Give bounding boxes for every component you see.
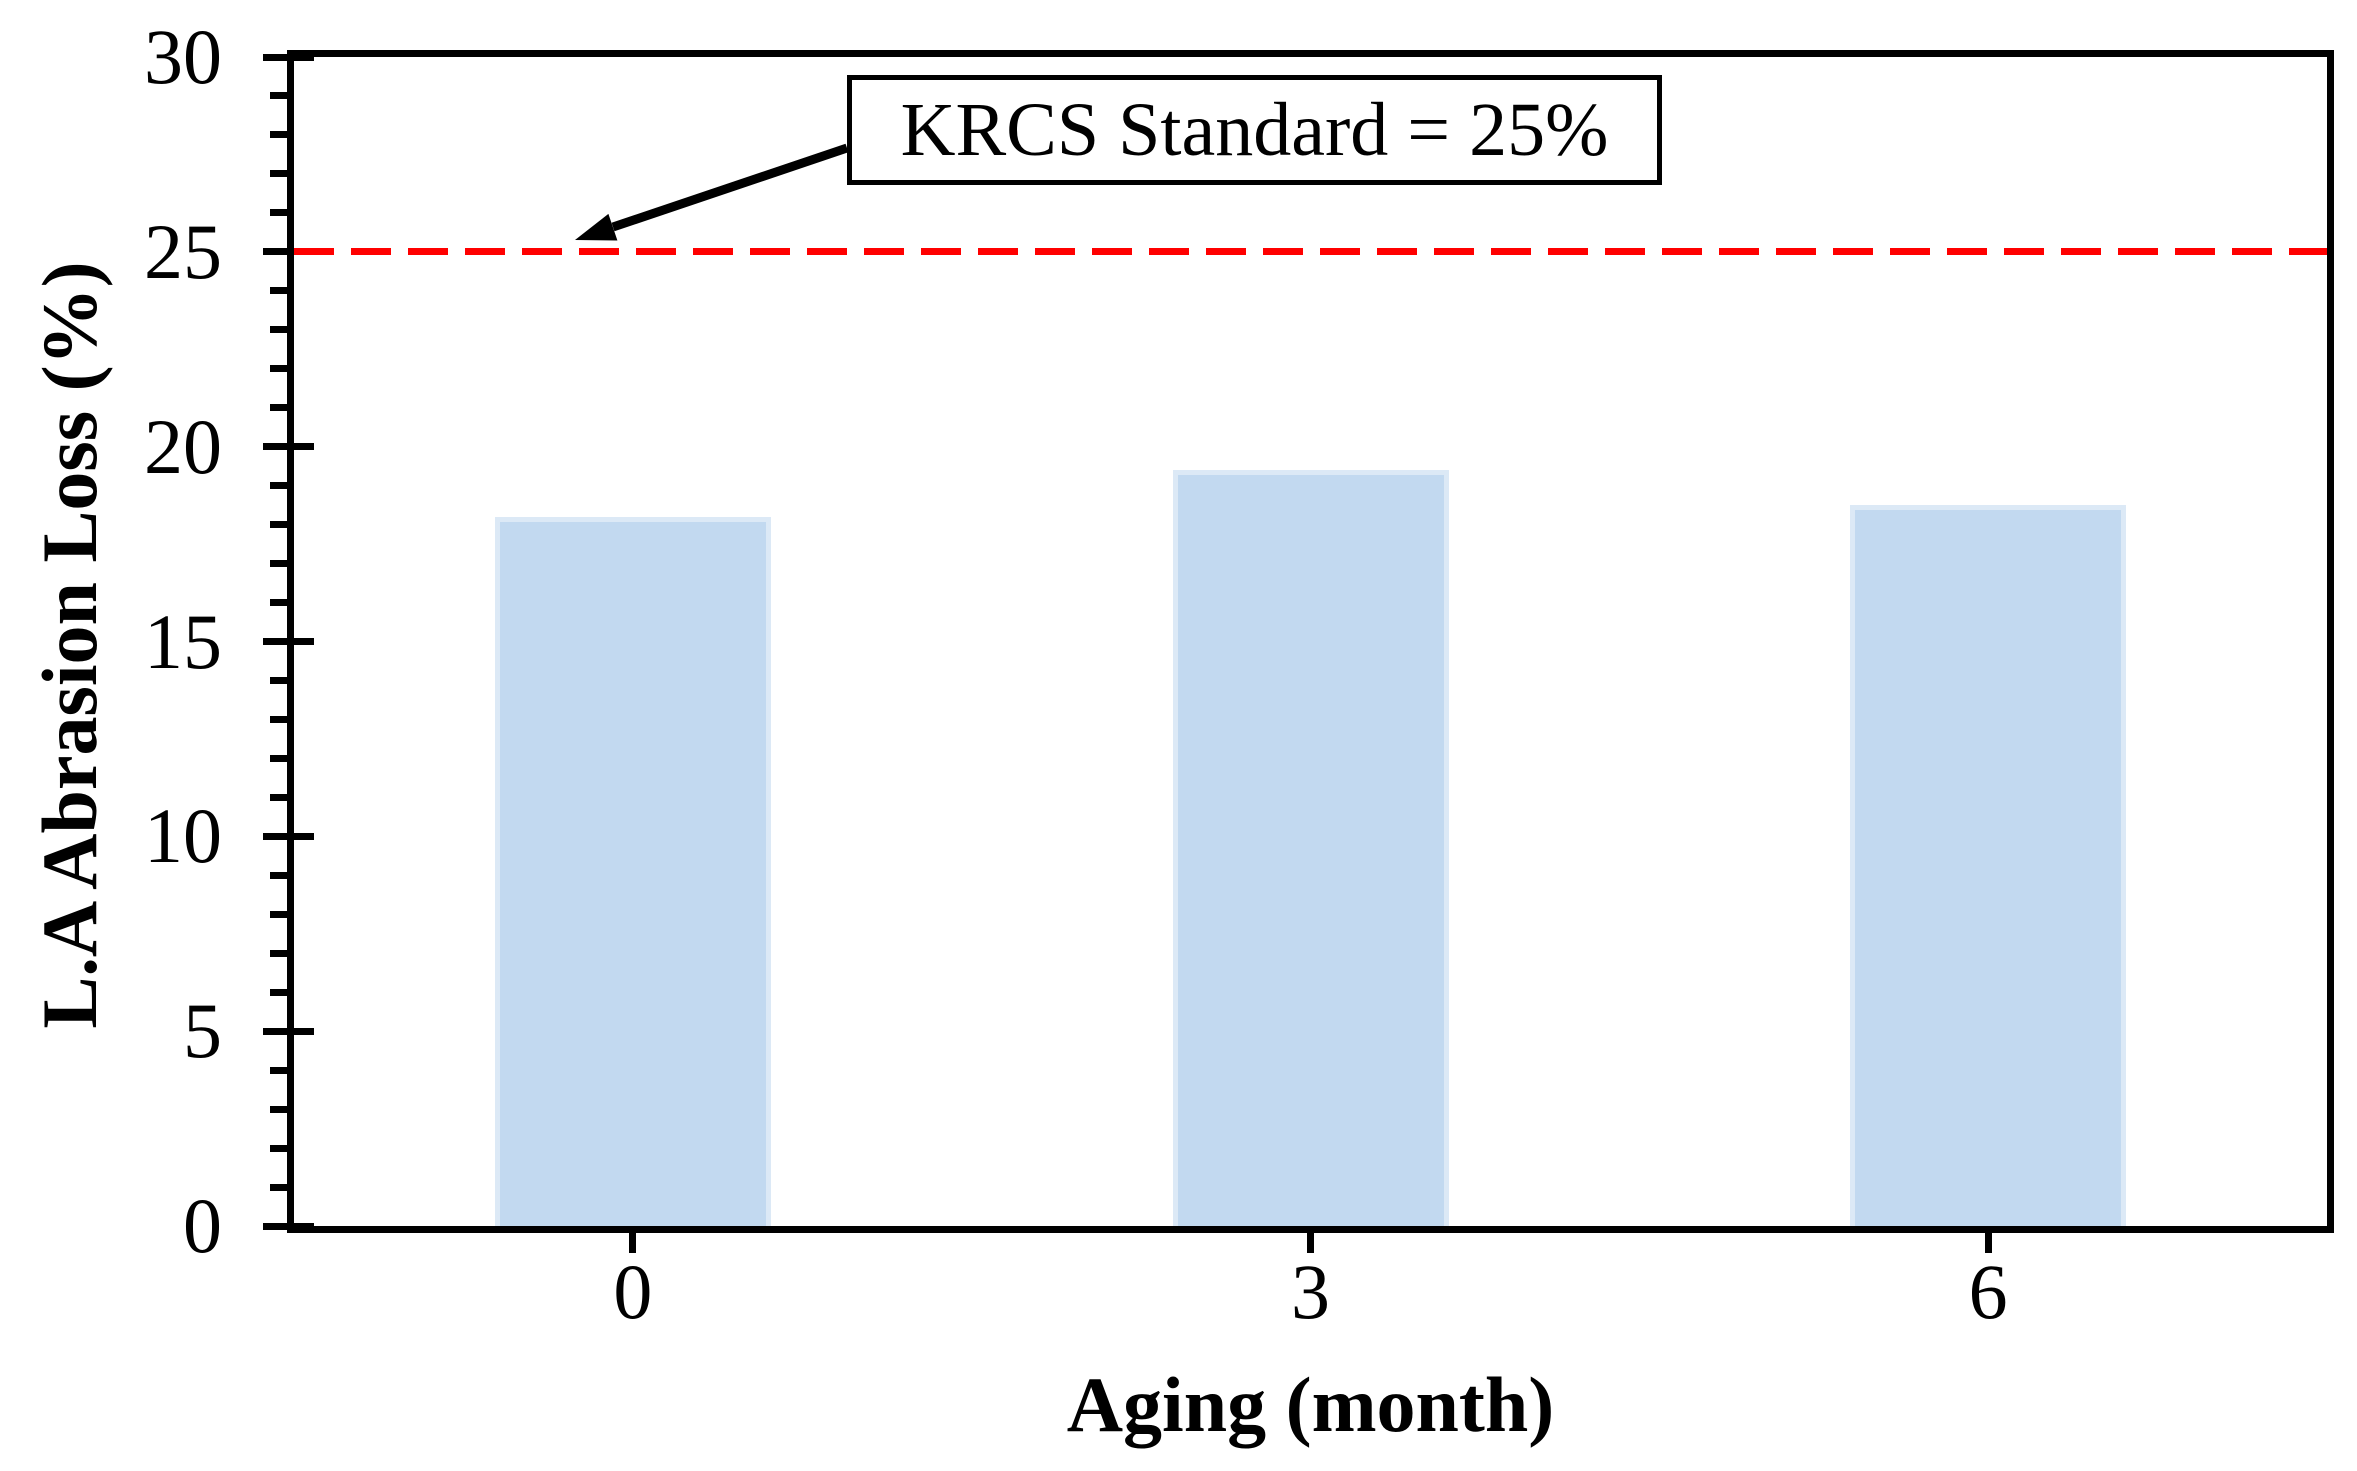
reference-annotation-label: KRCS Standard = 25%	[900, 88, 1609, 172]
y-minor-tick	[270, 365, 287, 373]
y-major-tick	[263, 638, 314, 645]
y-minor-tick	[270, 170, 287, 178]
x-tick-label: 0	[613, 1248, 653, 1335]
y-minor-tick	[270, 131, 287, 139]
x-tick	[629, 1233, 637, 1253]
y-tick-label: 30	[144, 13, 222, 100]
y-minor-tick	[270, 910, 287, 918]
y-minor-tick	[270, 1183, 287, 1191]
y-tick-label: 20	[144, 402, 222, 490]
y-tick-label: 0	[183, 1182, 222, 1269]
x-tick	[1307, 1233, 1314, 1253]
y-major-tick	[263, 443, 314, 451]
y-minor-tick	[270, 676, 287, 684]
x-tick	[1984, 1233, 1992, 1253]
x-tick-label: 3	[1291, 1248, 1330, 1335]
bar-6	[1850, 505, 2127, 1226]
reference-annotation-box: KRCS Standard = 25%	[847, 75, 1662, 185]
y-tick-label: 5	[183, 987, 222, 1075]
y-minor-tick	[270, 92, 287, 100]
y-minor-tick	[270, 1144, 287, 1152]
bar-3	[1172, 470, 1449, 1226]
y-minor-tick	[270, 521, 287, 529]
x-tick-label: 6	[1968, 1248, 2008, 1335]
y-axis-title: L.A Abrasion Loss (%)	[26, 261, 113, 1029]
y-minor-tick	[270, 287, 287, 295]
y-minor-tick	[270, 560, 287, 568]
bar-0	[494, 516, 771, 1226]
y-minor-tick	[270, 1066, 287, 1074]
y-minor-tick	[270, 715, 287, 723]
y-minor-tick	[270, 793, 287, 801]
reference-line-25	[294, 248, 2327, 256]
y-tick-label: 25	[144, 207, 222, 295]
y-minor-tick	[270, 599, 287, 607]
y-major-tick	[263, 832, 314, 840]
y-minor-tick	[270, 209, 287, 217]
y-major-tick	[263, 1222, 314, 1230]
y-minor-tick	[270, 326, 287, 334]
x-axis-title: Aging (month)	[1066, 1361, 1555, 1448]
y-minor-tick	[270, 871, 287, 879]
y-minor-tick	[270, 404, 287, 412]
y-minor-tick	[270, 754, 287, 762]
y-tick-label: 15	[144, 597, 222, 685]
y-minor-tick	[270, 482, 287, 490]
y-major-tick	[263, 248, 314, 256]
y-minor-tick	[270, 1105, 287, 1113]
y-major-tick	[263, 53, 314, 61]
y-major-tick	[263, 1027, 314, 1035]
y-minor-tick	[270, 988, 287, 996]
y-minor-tick	[270, 949, 287, 957]
plot-area	[263, 50, 2334, 1253]
y-tick-label: 10	[144, 792, 222, 880]
